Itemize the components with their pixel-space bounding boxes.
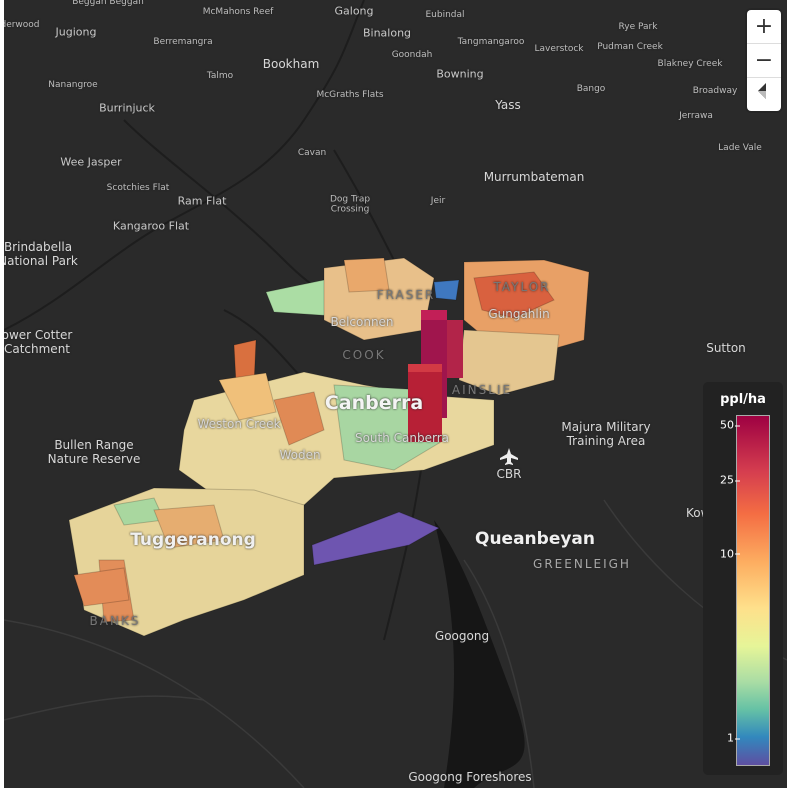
- legend-tick-label: 25: [703, 474, 740, 487]
- legend: ppl/ha 50 25 10 1: [703, 382, 783, 775]
- airplane-icon: [500, 448, 518, 465]
- place-label: Bookham: [262, 57, 320, 72]
- place-label: Sutton: [706, 341, 746, 356]
- place-label: CBR: [496, 467, 522, 482]
- place-label: Goondah: [391, 49, 433, 60]
- place-label: Googong Foreshores: [408, 770, 532, 785]
- compass-button[interactable]: [747, 78, 781, 111]
- legend-title: ppl/ha: [720, 392, 766, 407]
- place-label: Rye Park: [618, 21, 658, 32]
- place-label: AINSLIE: [451, 383, 513, 398]
- place-label: Murrumbateman: [483, 170, 585, 185]
- place-label: Lade Vale: [718, 142, 762, 153]
- place-label: Berremangra: [153, 36, 213, 47]
- map-graphics: [4, 0, 787, 788]
- place-label: Canberra: [324, 392, 424, 415]
- place-label: Burrinjuck: [99, 101, 155, 115]
- place-label: Laverstock: [534, 43, 584, 54]
- compass-icon: [758, 83, 766, 99]
- place-label: South Canberra: [354, 431, 450, 446]
- place-label: Tuggeranong: [130, 530, 256, 551]
- place-label: ower Cotter Catchment: [4, 328, 73, 356]
- place-label: McMahons Reef: [202, 6, 274, 17]
- place-label: Woden: [279, 448, 321, 463]
- place-label: Gungahlin: [488, 307, 550, 322]
- place-label: Talmo: [206, 70, 234, 81]
- place-label: Majura Military Training Area: [561, 420, 651, 448]
- place-label: Beggan Beggan: [72, 0, 144, 7]
- place-label: Bowning: [436, 67, 484, 81]
- place-label: Yass: [495, 98, 521, 113]
- legend-tick-label: 1: [703, 732, 740, 745]
- place-label: Broadway: [692, 85, 738, 96]
- place-label: BANKS: [89, 614, 141, 629]
- place-label: Binalong: [362, 26, 412, 40]
- high-density-towers: [408, 310, 463, 442]
- legend-tick-label: 50: [703, 419, 740, 432]
- place-label: Wee Jasper: [60, 155, 122, 169]
- place-label: Belconnen: [330, 315, 394, 330]
- zoom-controls: + −: [747, 10, 781, 111]
- place-label: Pudman Creek: [597, 41, 663, 52]
- place-label: COOK: [342, 348, 386, 363]
- place-label: Jerrawa: [679, 110, 713, 121]
- place-label: Bullen Range Nature Reserve: [47, 438, 141, 466]
- place-label: Galong: [334, 4, 374, 18]
- place-label: derwood: [4, 19, 40, 30]
- lake-googong: [434, 520, 525, 788]
- place-label: Ram Flat: [177, 194, 227, 208]
- place-label: Googong: [434, 629, 490, 644]
- place-label: Jeir: [430, 195, 446, 206]
- place-label: TAYLOR: [493, 280, 551, 295]
- place-label: McGraths Flats: [316, 89, 384, 100]
- place-label: Eubindal: [425, 9, 465, 20]
- zoom-out-button[interactable]: −: [747, 44, 781, 78]
- place-label: Tangmangaroo: [457, 36, 525, 47]
- place-label: Weston Creek: [197, 417, 281, 432]
- legend-color-bar: [736, 415, 770, 766]
- place-label: Cavan: [297, 147, 327, 158]
- place-label: Brindabella National Park: [4, 240, 78, 268]
- place-label: Kangaroo Flat: [112, 219, 190, 233]
- place-label: Queanbeyan: [474, 529, 596, 550]
- zoom-in-button[interactable]: +: [747, 10, 781, 44]
- place-label: Nanangroe: [48, 79, 98, 90]
- legend-tick-label: 10: [703, 547, 740, 560]
- map-canvas[interactable]: Beggan Beggan McMahons Reef Galong Binalong…: [4, 0, 787, 788]
- place-label: GREENLEIGH: [533, 557, 631, 572]
- place-label: Scotchies Flat: [106, 182, 170, 193]
- place-label: Jugiong: [55, 25, 97, 39]
- place-label: Bango: [576, 83, 606, 94]
- place-label: Blakney Creek: [657, 58, 723, 69]
- place-label: FRASER: [376, 288, 436, 303]
- place-label: Dog Trap Crossing: [329, 194, 371, 215]
